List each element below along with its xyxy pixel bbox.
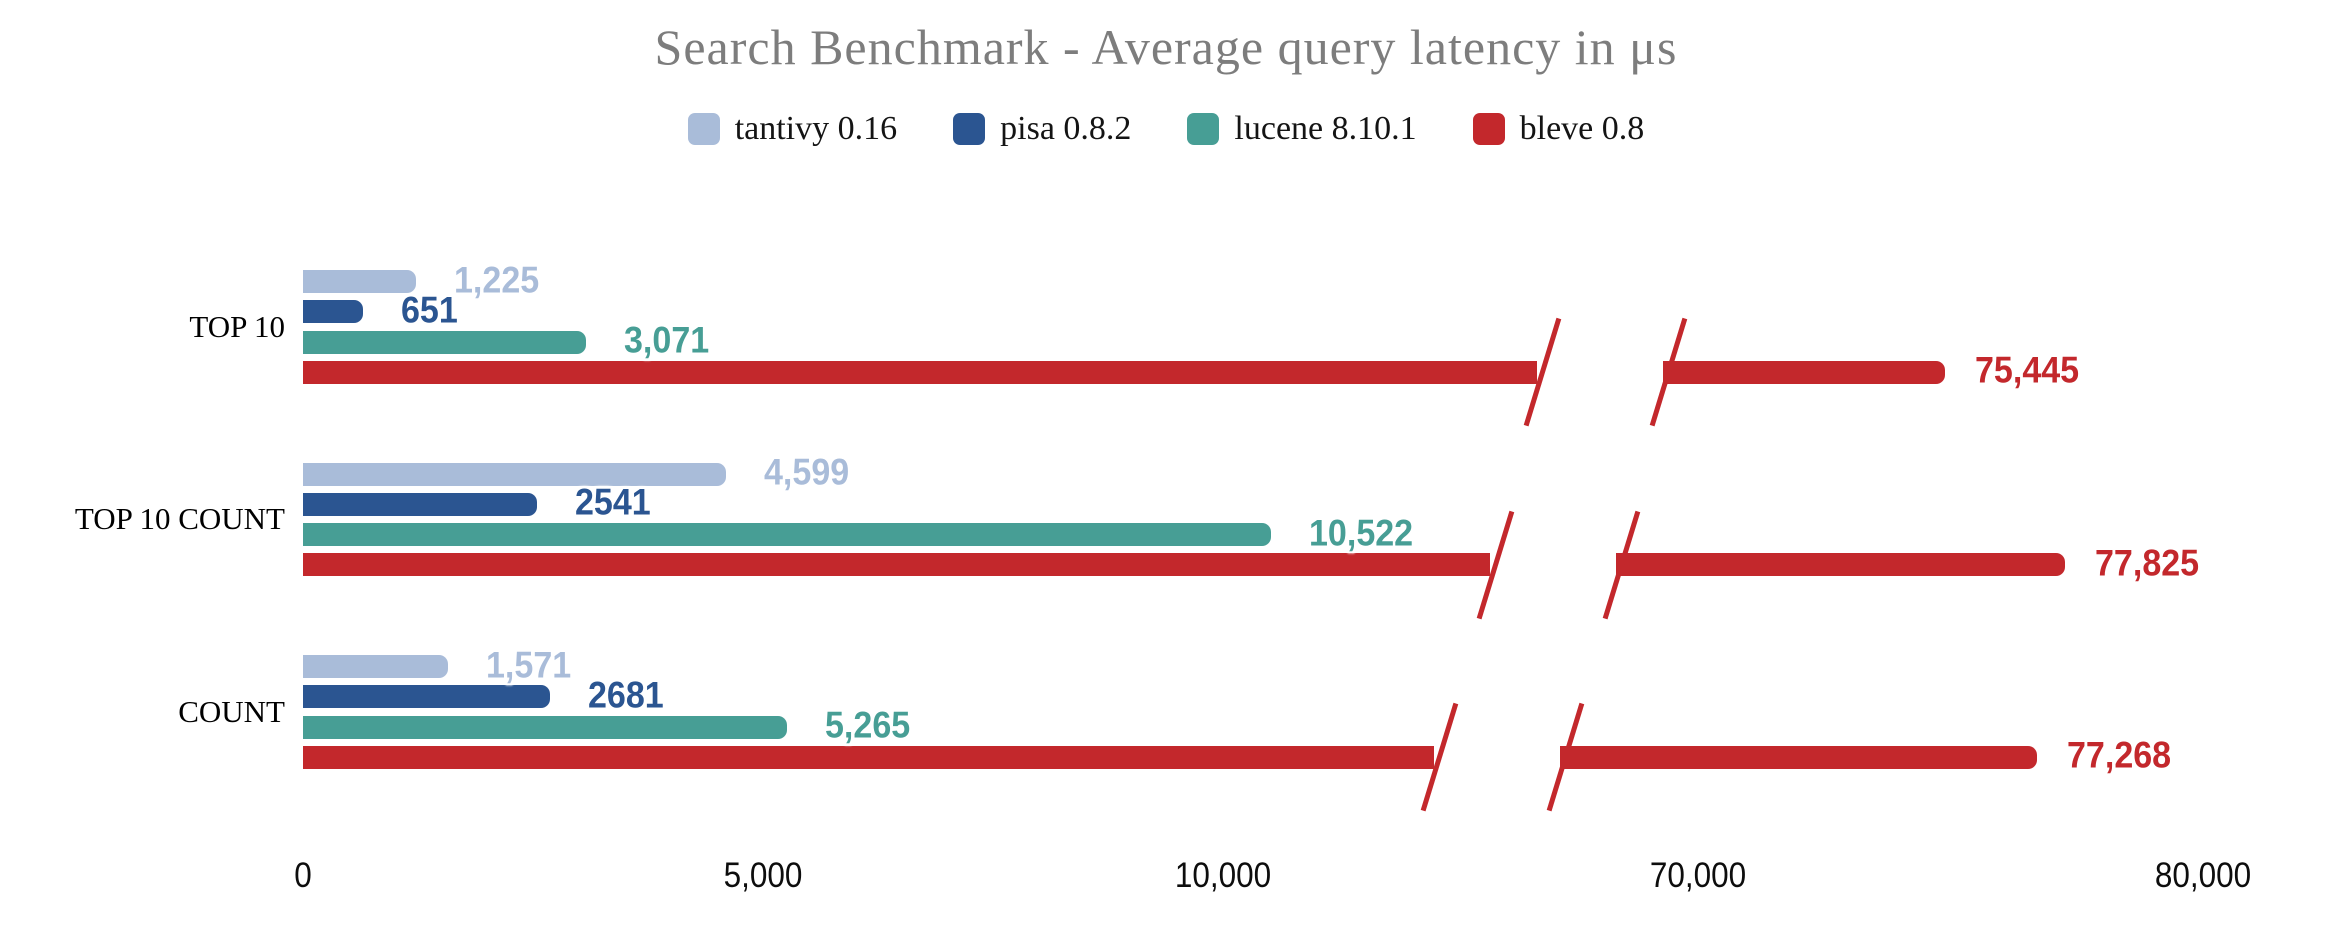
bar-value-label: 4,599 bbox=[764, 451, 850, 493]
legend-swatch-icon bbox=[953, 113, 986, 145]
bar-value-label: 77,268 bbox=[2067, 734, 2172, 776]
category-label: TOP 10 bbox=[189, 308, 285, 344]
bar-value-label: 10,522 bbox=[1309, 511, 1414, 553]
bar-value-label: 75,445 bbox=[1974, 349, 2080, 391]
bar-value-label: 2541 bbox=[574, 481, 651, 523]
chart-title: Search Benchmark - Average query latency… bbox=[654, 19, 1678, 75]
bar-pisa-0 bbox=[303, 300, 363, 324]
bar-tantivy-1 bbox=[303, 462, 727, 486]
bar-bleve-2-segment-1 bbox=[303, 745, 1434, 769]
bar-lucene-2 bbox=[303, 715, 788, 739]
bar-value-label: 1,571 bbox=[485, 643, 571, 685]
bar-tantivy-2 bbox=[303, 655, 448, 678]
bar-tantivy-0 bbox=[303, 270, 416, 293]
x-axis-tick-label: 70,000 bbox=[1649, 856, 1747, 895]
legend-swatch-icon bbox=[1472, 113, 1505, 145]
x-axis-tick-label: 0 bbox=[294, 856, 312, 895]
legend-item-pisa: pisa 0.8.2 bbox=[953, 110, 1131, 148]
legend-item-lucene: lucene 8.10.1 bbox=[1187, 110, 1417, 148]
bar-value-label: 77,825 bbox=[2095, 542, 2200, 584]
bar-value-label: 5,265 bbox=[825, 704, 911, 746]
bar-bleve-0-segment-2 bbox=[1663, 360, 1945, 384]
bar-bleve-1-segment-2 bbox=[1616, 553, 2066, 577]
legend-label: tantivy 0.16 bbox=[734, 110, 898, 147]
bar-bleve-2-segment-2 bbox=[1560, 745, 2038, 769]
bar-bleve-1-segment-1 bbox=[303, 553, 1490, 577]
bar-pisa-1 bbox=[303, 492, 537, 516]
category-label: TOP 10 COUNT bbox=[74, 501, 285, 537]
bar-bleve-0-segment-1 bbox=[303, 360, 1537, 384]
category-label: COUNT bbox=[178, 693, 285, 729]
chart-legend: tantivy 0.16 pisa 0.8.2 lucene 8.10.1 bleve… bbox=[0, 110, 2332, 148]
bar-value-label: 1,225 bbox=[453, 258, 539, 300]
x-axis-tick-label: 80,000 bbox=[2154, 856, 2252, 895]
legend-item-tantivy: tantivy 0.16 bbox=[687, 110, 898, 148]
legend-label: bleve 0.8 bbox=[1519, 110, 1645, 147]
x-axis-tick-label: 5,000 bbox=[723, 856, 803, 895]
bar-value-label: 651 bbox=[400, 289, 458, 331]
legend-label: pisa 0.8.2 bbox=[1000, 110, 1132, 147]
x-axis-tick-label: 10,000 bbox=[1174, 856, 1272, 895]
bar-value-label: 2681 bbox=[587, 674, 664, 716]
bar-pisa-2 bbox=[303, 685, 550, 709]
legend-label: lucene 8.10.1 bbox=[1234, 110, 1417, 147]
bar-value-label: 3,071 bbox=[623, 319, 709, 361]
legend-swatch-icon bbox=[1187, 113, 1220, 145]
bar-lucene-1 bbox=[303, 523, 1272, 547]
legend-swatch-icon bbox=[687, 113, 720, 145]
legend-item-bleve: bleve 0.8 bbox=[1472, 110, 1645, 148]
bar-lucene-0 bbox=[303, 330, 586, 354]
